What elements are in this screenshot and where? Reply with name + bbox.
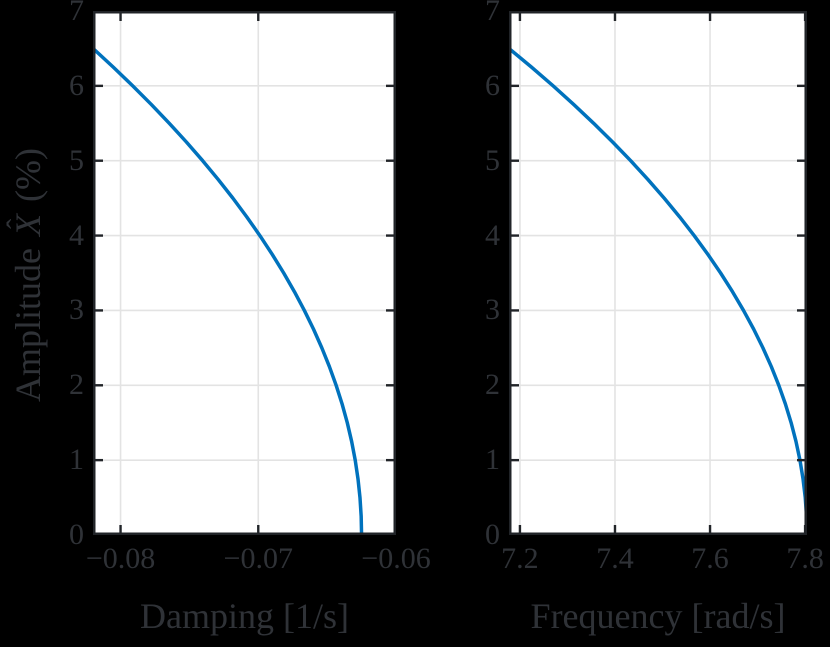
x-tick-label: −0.08 [85, 542, 156, 575]
y-tick-label: 3 [69, 293, 84, 327]
x-tick-label: −0.07 [223, 542, 293, 575]
y-tick-label: 3 [485, 293, 500, 327]
x-tick-label: 7.4 [596, 542, 634, 575]
frequency-subplot [509, 11, 807, 535]
x-axis-label-damping: Damping [1/s] [140, 596, 349, 636]
curve-frequency-backbone [509, 46, 807, 535]
x-axis-label-frequency: Frequency [rad/s] [530, 596, 786, 636]
y-tick-label: 1 [69, 443, 84, 477]
x-tick-label: −0.06 [361, 542, 431, 575]
y-tick-label: 1 [485, 443, 500, 477]
y-tick-label: 5 [69, 143, 84, 177]
axes-box [93, 11, 396, 535]
y-tick-label: 6 [69, 68, 84, 102]
y-tick-label: 2 [69, 368, 84, 402]
x-tick-label: 7.2 [501, 542, 539, 575]
x-tick-label: 7.8 [786, 542, 824, 575]
curve-damping-backbone [93, 46, 364, 535]
x-tick-label: 7.6 [691, 542, 729, 575]
y-tick-label: 0 [485, 518, 500, 551]
y-tick-label: 2 [485, 368, 500, 402]
y-tick-label: 4 [485, 218, 500, 252]
y-tick-label: 7 [485, 0, 500, 27]
plot-canvas [93, 11, 396, 535]
y-tick-label: 6 [485, 68, 500, 102]
y-tick-label: 4 [69, 218, 84, 252]
y-tick-label: 7 [69, 0, 84, 27]
axes-box [509, 11, 807, 535]
plot-canvas [509, 11, 807, 535]
damping-subplot [93, 11, 396, 535]
y-tick-label: 0 [69, 518, 84, 551]
plot-background [509, 11, 807, 535]
y-tick-label: 5 [485, 143, 500, 177]
